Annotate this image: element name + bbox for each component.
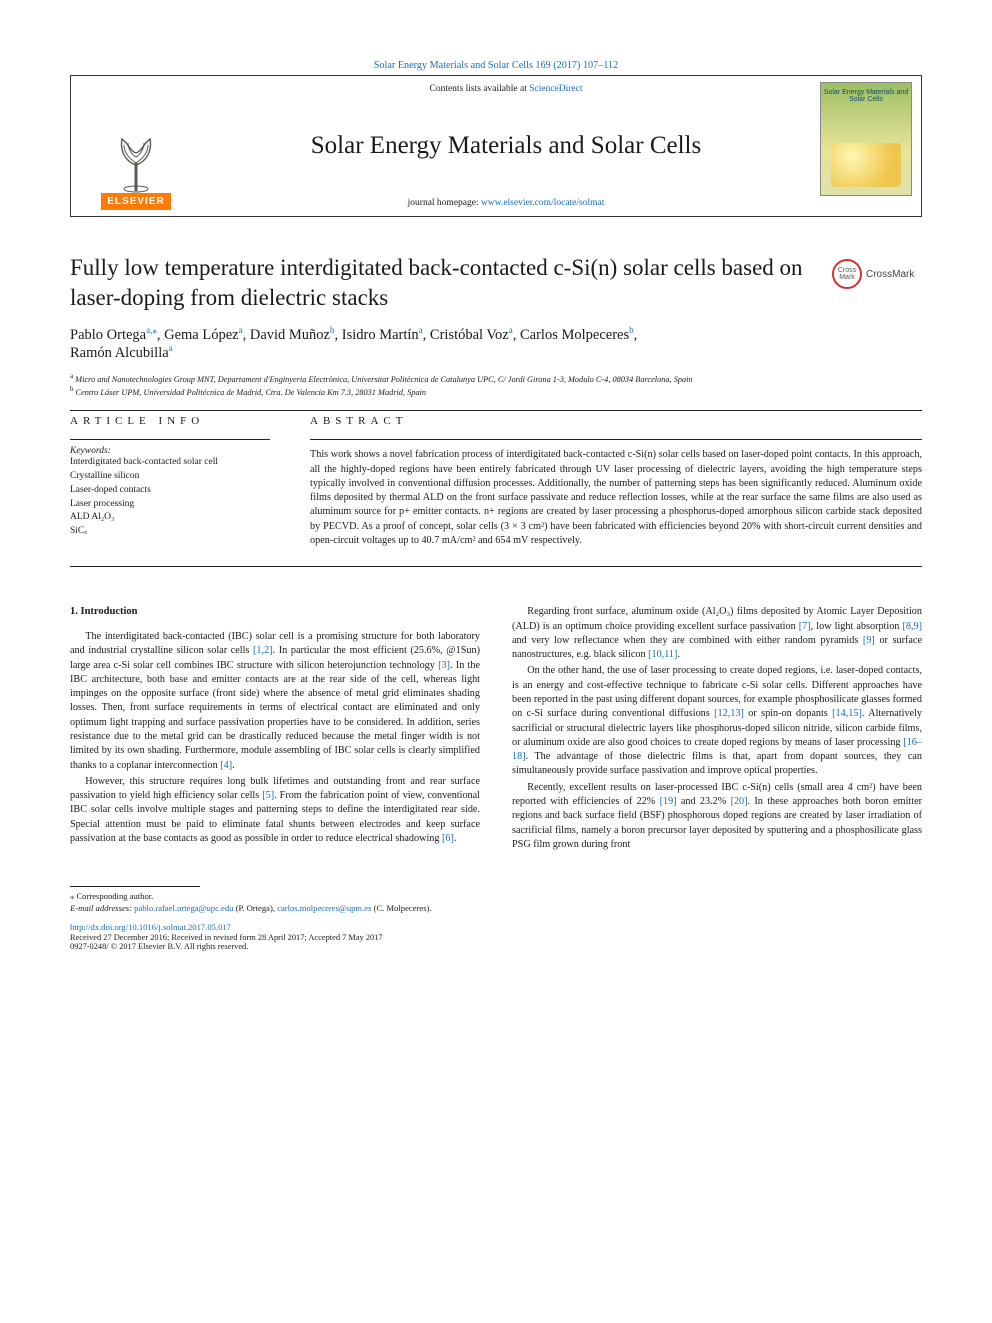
doi-link[interactable]: http://dx.doi.org/10.1016/j.solmat.2017.… [70, 922, 231, 932]
email-who: (C. Molpeceres) [374, 903, 430, 913]
journal-homepage-link[interactable]: www.elsevier.com/locate/solmat [481, 198, 604, 208]
keyword: SiCₓ [70, 525, 270, 539]
author: Carlos Molpeceresb [520, 327, 634, 343]
abstract-heading: ABSTRACT [310, 415, 922, 427]
section-heading-1: 1. Introduction [70, 605, 480, 620]
elsevier-tree-icon [106, 123, 166, 193]
crossmark-widget[interactable]: CrossMark CrossMark [832, 259, 922, 289]
sciencedirect-link[interactable]: ScienceDirect [529, 84, 582, 94]
body-paragraph: The interdigitated back-contacted (IBC) … [70, 630, 480, 773]
body-paragraph: However, this structure requires long bu… [70, 775, 480, 846]
footnotes: Corresponding author. E-mail addresses: … [70, 891, 922, 914]
affiliation-b: Centro Láser UPM, Universidad Politécnic… [76, 388, 426, 397]
article-body: 1. Introduction The interdigitated back-… [70, 605, 922, 852]
keyword: Interdigitated back-contacted solar cell [70, 456, 270, 470]
body-paragraph: Regarding front surface, aluminum oxide … [512, 605, 922, 662]
publisher-block: ELSEVIER [71, 76, 201, 216]
journal-name: Solar Energy Materials and Solar Cells [311, 132, 701, 160]
keyword: Crystalline silicon [70, 470, 270, 484]
corresponding-note: Corresponding author. [70, 891, 922, 903]
keywords-list: Interdigitated back-contacted solar cell… [70, 456, 270, 539]
homepage-prefix: journal homepage: [408, 198, 481, 208]
journal-homepage-line: journal homepage: www.elsevier.com/locat… [408, 198, 605, 208]
elsevier-wordmark: ELSEVIER [101, 193, 170, 210]
masthead: ELSEVIER Contents lists available at Sci… [70, 75, 922, 217]
history-line: Received 27 December 2016; Received in r… [70, 933, 922, 942]
author: David Muñozb [250, 327, 335, 343]
author: Gema Lópeza [164, 327, 242, 343]
keyword: Laser-doped contacts [70, 484, 270, 498]
affiliation-a: Micro and Nanotechnologies Group MNT, De… [75, 375, 692, 384]
abstract-text: This work shows a novel fabrication proc… [310, 448, 922, 548]
journal-cover-thumb: Solar Energy Materials and Solar Cells [820, 82, 912, 196]
contents-prefix: Contents lists available at [429, 84, 529, 94]
keyword: Laser processing [70, 498, 270, 512]
crossmark-icon: CrossMark [832, 259, 862, 289]
body-paragraph: Recently, excellent results on laser-pro… [512, 781, 922, 852]
email-link[interactable]: pablo.rafael.ortega@upc.edu [134, 903, 233, 913]
crossmark-label: CrossMark [866, 269, 914, 280]
keyword: ALD Al₂O₃ [70, 511, 270, 525]
body-paragraph: On the other hand, the use of laser proc… [512, 664, 922, 778]
author: Cristóbal Voza [430, 327, 513, 343]
author: Pablo Ortegaa,⁎ [70, 327, 157, 343]
keywords-label: Keywords: [70, 446, 270, 456]
author: Ramón Alcubillaa [70, 345, 173, 361]
author: Isidro Martína [342, 327, 423, 343]
authors-line: Pablo Ortegaa,⁎, Gema Lópeza, David Muño… [70, 325, 922, 363]
email-line: E-mail addresses: pablo.rafael.ortega@up… [70, 903, 922, 915]
affiliations: a Micro and Nanotechnologies Group MNT, … [70, 372, 922, 398]
running-header-link[interactable]: Solar Energy Materials and Solar Cells 1… [374, 60, 618, 71]
email-link[interactable]: carlos.molpeceres@upm.es [277, 903, 371, 913]
contents-available-line: Contents lists available at ScienceDirec… [429, 84, 582, 94]
article-title: Fully low temperature interdigitated bac… [70, 253, 832, 313]
article-info-heading: ARTICLE INFO [70, 415, 270, 427]
copyright-line: 0927-0248/ © 2017 Elsevier B.V. All righ… [70, 942, 922, 951]
email-who: (P. Ortega) [236, 903, 273, 913]
